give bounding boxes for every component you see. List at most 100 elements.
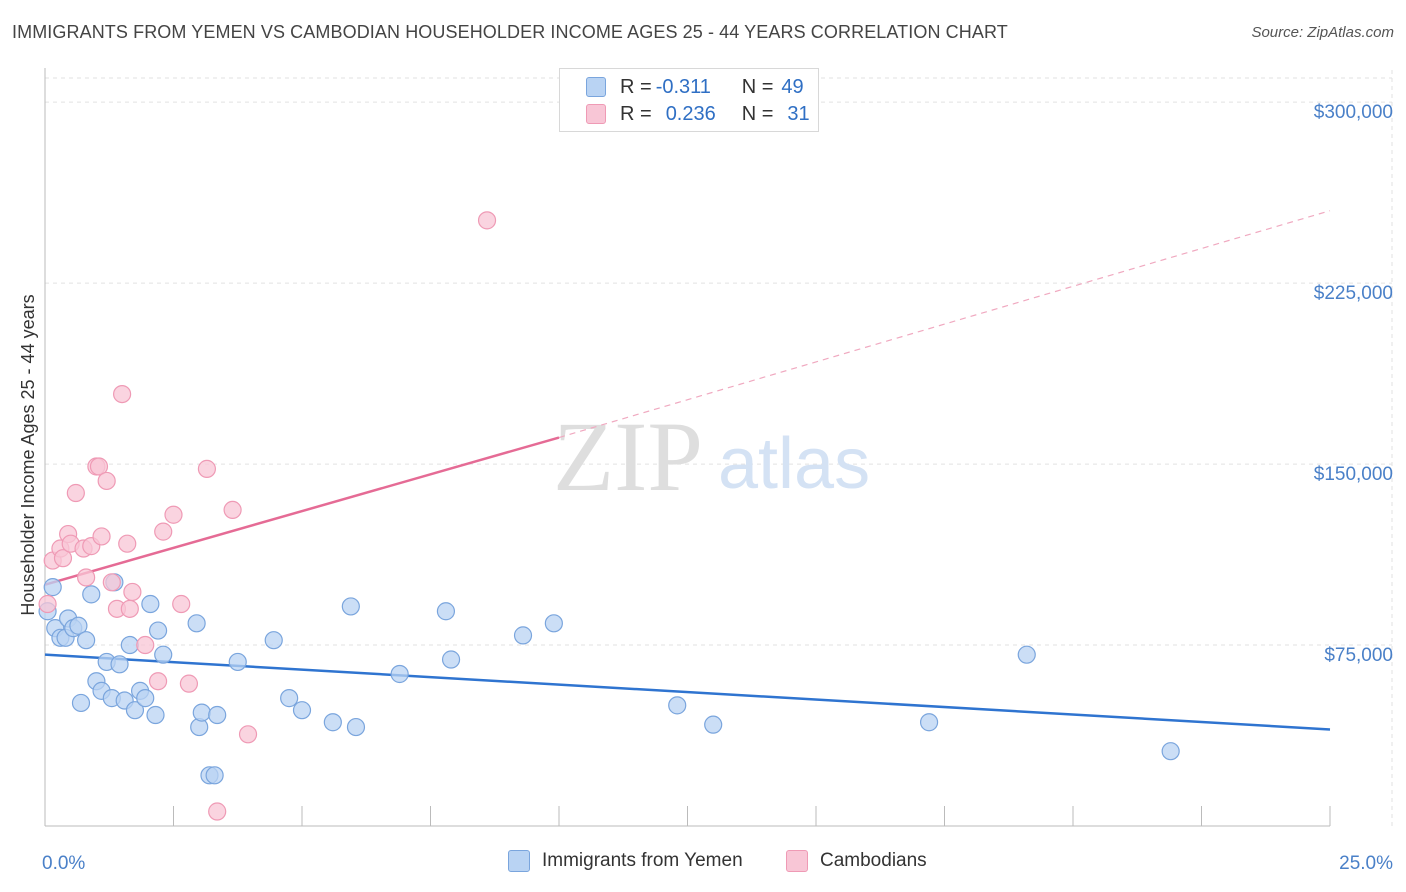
legend-row-cambodians: R = 0.236 N = 31 [586,100,810,128]
data-point-yemen [346,717,366,737]
grid [45,70,1393,826]
data-point-cambodians [477,211,497,230]
legend-swatch-yemen [586,77,606,97]
data-point-cambodians [118,534,137,553]
watermark-zip: ZIP [553,401,703,512]
data-point-yemen [323,713,342,732]
data-point-cambodians [38,594,57,614]
y-tick-label: $75,000 [1324,645,1393,666]
data-point-cambodians [89,457,109,476]
data-point-yemen [436,602,456,621]
trend-line [44,436,560,586]
legend-r-label: R = [620,75,652,98]
y-tick-label: $225,000 [1314,283,1393,304]
series-legend-yemen[interactable]: Immigrants from Yemen [508,850,743,872]
data-point-yemen [148,621,168,640]
points-yemen [38,573,1180,785]
points-cambodians [38,211,497,821]
data-point-yemen [228,652,247,672]
data-point-cambodians [123,582,142,602]
legend-n-value-yemen: 49 [781,75,804,98]
data-point-yemen [154,645,173,664]
data-point-yemen [192,703,211,722]
data-point-yemen [513,626,533,645]
data-point-yemen [390,664,409,684]
legend-swatch-cambodians [586,104,606,124]
data-point-yemen [43,578,62,597]
legend-n-label: N = [741,75,774,98]
y-tick-labels: $75,000 $150,000 $225,000 $300,000 [1314,102,1393,666]
data-point-cambodians [120,599,139,618]
data-point-yemen [120,635,139,655]
watermark: ZIP atlas [553,401,870,512]
axes [44,68,1331,827]
data-point-yemen [125,701,145,720]
data-point-cambodians [179,674,199,693]
legend-row-yemen: R = -0.311 N = 49 [586,73,804,101]
data-point-cambodians [238,725,258,744]
series-label-yemen: Immigrants from Yemen [542,850,743,871]
data-point-cambodians [154,522,173,541]
x-tick-label: 25.0% [1339,853,1393,874]
data-point-yemen [1017,645,1036,664]
data-point-yemen [441,650,461,669]
series-legend-cambodians[interactable]: Cambodians [786,850,927,872]
data-point-yemen [280,689,299,708]
data-point-yemen [668,696,687,715]
trend-line [44,653,1331,731]
data-point-yemen [1161,742,1180,761]
data-point-yemen [146,705,165,725]
data-point-yemen [292,701,312,720]
data-point-yemen [71,693,91,713]
data-point-cambodians [97,471,116,491]
data-point-cambodians [197,459,217,478]
legend-r-value-cambodians: 0.236 [665,102,716,125]
legend-r-label: R = [620,102,652,125]
data-point-yemen [208,705,227,725]
data-point-cambodians [223,500,242,520]
data-point-yemen [205,766,224,785]
data-point-cambodians [164,505,183,524]
data-point-cambodians [112,384,132,404]
chart-source: Source: ZipAtlas.com [1251,24,1394,41]
data-point-yemen [704,715,723,734]
legend-n-value-cambodians: 31 [787,102,810,125]
legend-n-label: N = [741,102,774,125]
data-point-yemen [187,614,206,633]
watermark-atlas: atlas [718,424,870,504]
data-point-cambodians [148,672,168,691]
x-tick-label: 0.0% [42,853,85,874]
legend-r-value-yemen: -0.311 [655,75,711,98]
data-point-cambodians [77,568,96,587]
data-point-yemen [544,614,563,633]
data-point-yemen [341,597,360,616]
data-point-cambodians [172,594,191,614]
data-point-yemen [264,631,283,650]
trend-line-cambodians [44,210,1331,586]
series-legend: Immigrants from Yemen Cambodians [0,850,1406,878]
data-point-yemen [82,585,101,604]
trend-line-yemen [44,653,1331,731]
data-point-cambodians [92,527,111,546]
series-swatch-yemen [508,850,530,872]
y-tick-label: $150,000 [1314,464,1393,485]
data-point-yemen [77,631,96,650]
data-point-cambodians [136,635,155,655]
data-point-yemen [136,689,155,708]
y-axis-label: Householder Income Ages 25 - 44 years [18,294,38,615]
chart-title: IMMIGRANTS FROM YEMEN VS CAMBODIAN HOUSE… [12,22,1008,42]
data-point-yemen [69,616,88,635]
series-swatch-cambodians [786,850,808,872]
series-label-cambodians: Cambodians [820,850,927,871]
data-point-yemen [141,594,160,614]
data-point-cambodians [66,483,85,503]
y-tick-label: $300,000 [1314,102,1393,123]
data-point-cambodians [53,549,73,568]
data-point-cambodians [102,573,121,592]
data-point-yemen [919,713,939,732]
data-point-yemen [110,655,129,674]
data-point-cambodians [208,802,227,821]
correlation-legend: R = -0.311 N = 49 R = 0.236 N = 31 [559,68,819,132]
x-tick-labels: 0.0% 25.0% [42,853,1393,874]
